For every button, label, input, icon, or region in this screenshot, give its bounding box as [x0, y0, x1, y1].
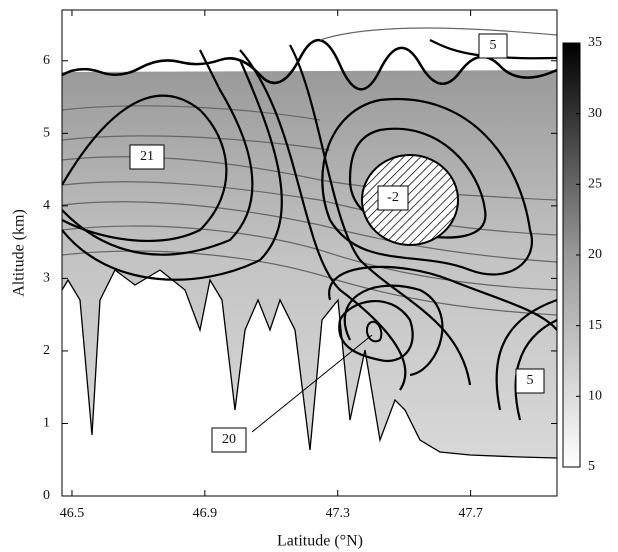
colorbar-tick-label: 5	[588, 459, 595, 474]
annotation: 20	[222, 432, 236, 447]
tropopause	[62, 38, 557, 91]
annotation: -2	[387, 190, 399, 205]
annotation: 21	[140, 149, 154, 164]
annotation-box	[211, 427, 247, 453]
colorbar-tick-label: 30	[588, 106, 602, 121]
colorbar-tick-label: 10	[588, 389, 602, 404]
echo-region	[62, 70, 557, 458]
x-axis-label: Latitude (°N)	[277, 533, 363, 550]
colorbar-tick-label: 25	[588, 177, 602, 192]
y-tick-label: 2	[43, 343, 50, 358]
y-tick-label: 5	[43, 126, 50, 141]
y-tick-label: 3	[43, 271, 50, 286]
colorbar-tick-label: 20	[588, 247, 602, 262]
annotation-box	[515, 368, 545, 394]
y-tick-label: 4	[43, 198, 50, 213]
x-tick-label: 46.9	[193, 506, 218, 521]
colorbar-tick-label: 15	[588, 318, 602, 333]
field	[62, 27, 557, 459]
inner-contour	[366, 320, 383, 343]
y-tick-label: 1	[43, 416, 50, 431]
thick-contours	[62, 39, 557, 421]
plot-frame	[61, 9, 558, 497]
x-tick-label: 46.5	[60, 506, 85, 521]
colorbar-tick-label: 35	[588, 35, 602, 50]
hatched-region	[361, 154, 459, 246]
y-tick-label: 0	[43, 488, 50, 503]
leader-line	[251, 334, 373, 433]
annotation-box	[129, 144, 165, 170]
x-tick-label: 47.7	[458, 506, 483, 521]
y-tick-label: 6	[43, 53, 50, 68]
y-axis-label: Altitude (km)	[11, 209, 28, 297]
annotation: 5	[490, 38, 497, 53]
annotation: 5	[527, 373, 534, 388]
x-tick-label: 47.3	[325, 506, 350, 521]
annotation-box	[377, 185, 409, 211]
annotation-box	[478, 33, 508, 59]
terrain	[62, 269, 557, 459]
